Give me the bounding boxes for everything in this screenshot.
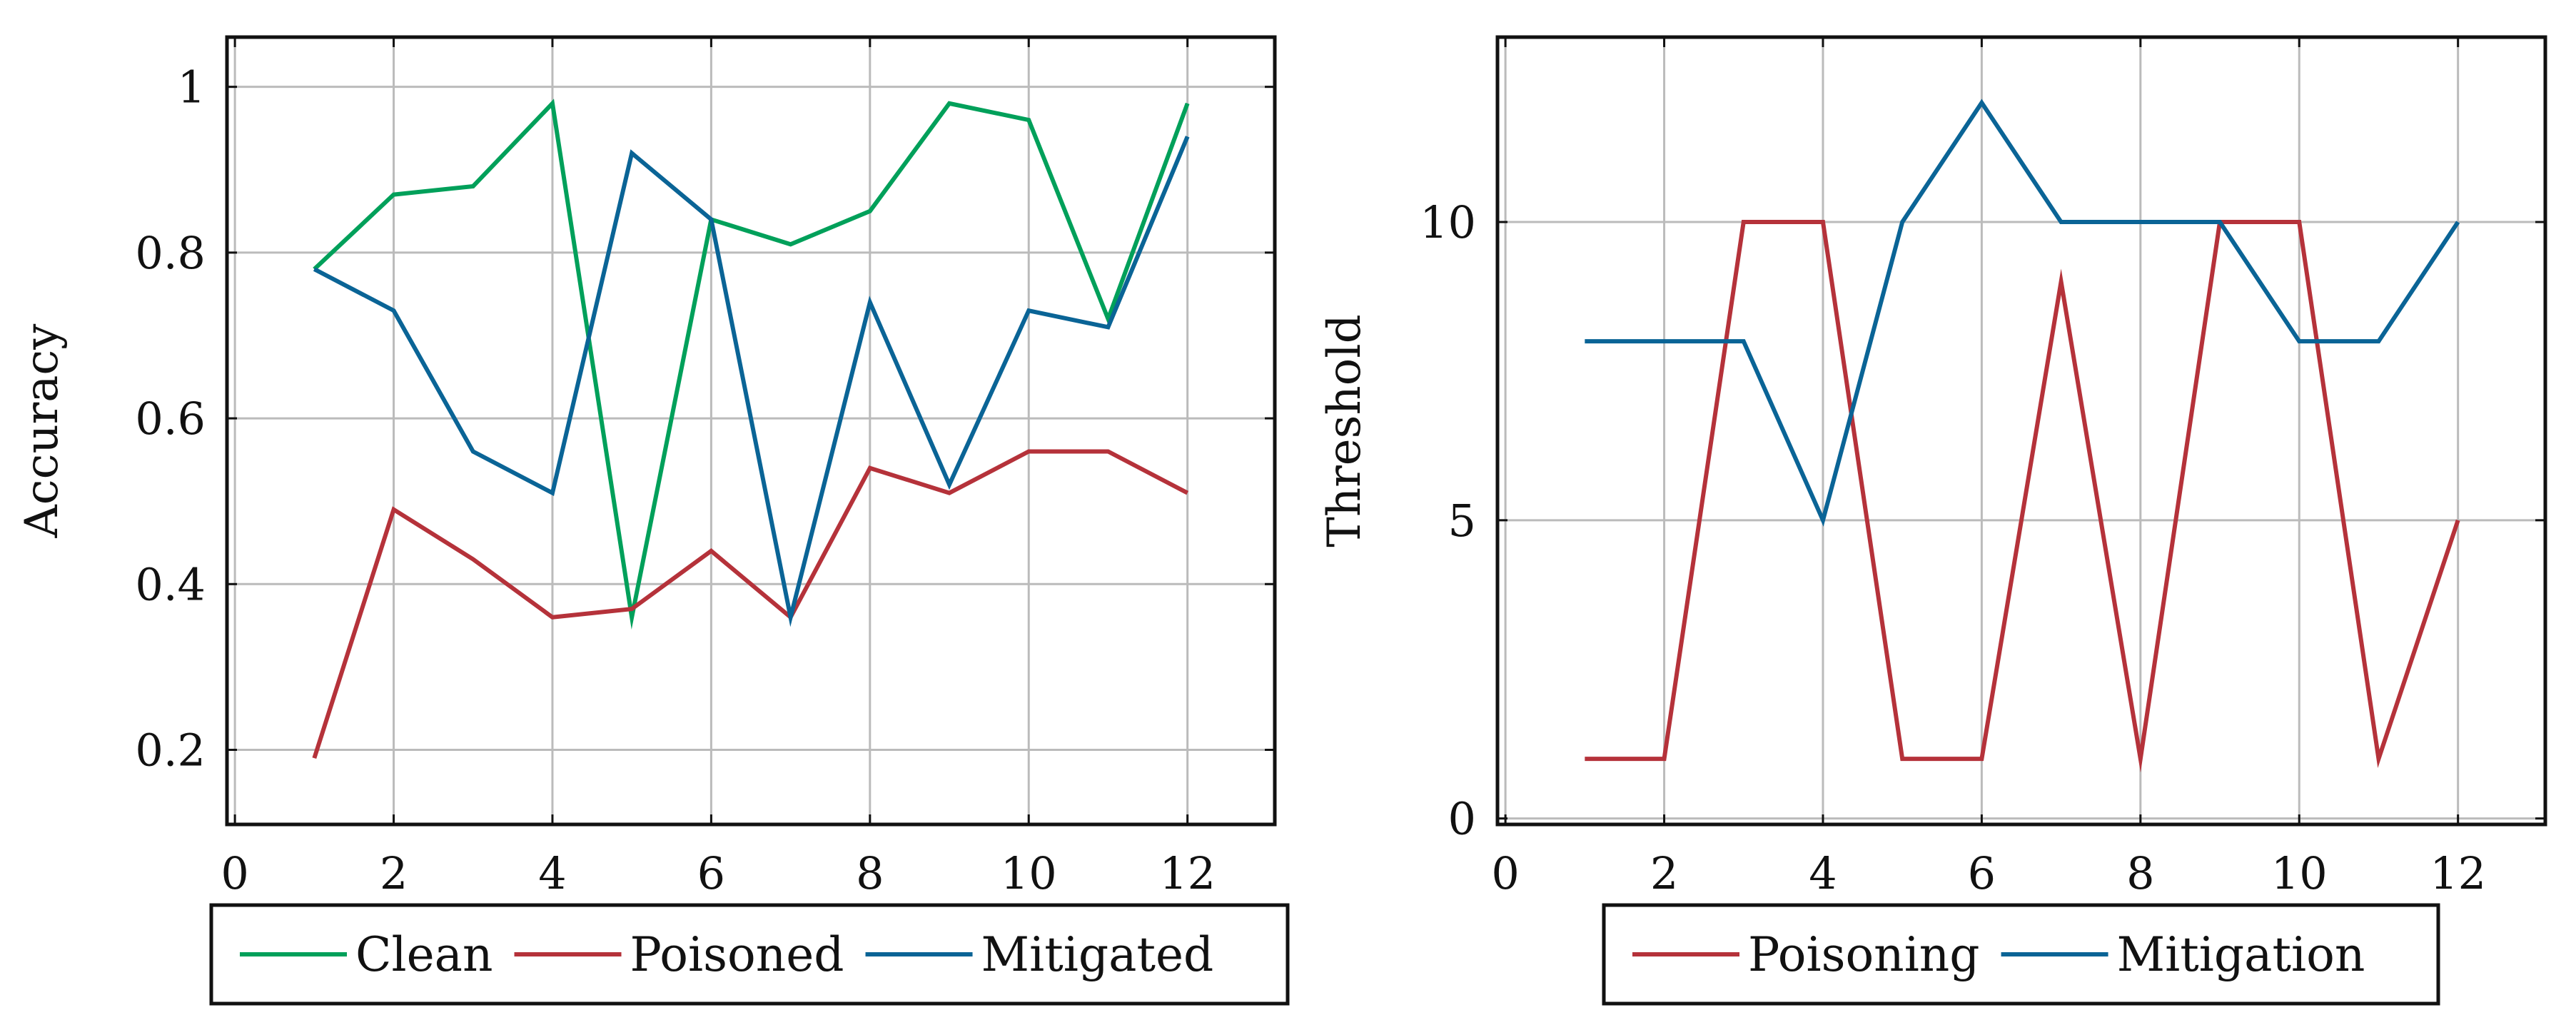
y-tick-label: 0.6 (135, 393, 206, 445)
x-tick-label: 4 (1809, 847, 1837, 899)
x-tick-label: 4 (538, 847, 566, 899)
x-tick-label: 0 (221, 847, 248, 899)
y-axis-title: Threshold (1318, 314, 1371, 547)
x-tick-label: 6 (697, 847, 725, 899)
x-tick-label: 12 (2430, 847, 2486, 899)
legend: Clean Poisoned Mitigated (209, 903, 1290, 1006)
y-tick-label: 0 (1448, 793, 1476, 845)
accuracy-chart: 0 2 4 6 8 10 12 0.2 0.4 0.6 0.8 1 Accuracy Clean Poiso… (16, 35, 1290, 1006)
plot-frame (225, 35, 1277, 827)
x-tick-label: 10 (1001, 847, 1057, 899)
x-tick-label: 8 (856, 847, 884, 899)
threshold-chart: 0 2 4 6 8 10 12 0 5 10 Threshold Poisoning Mitigatio… (1318, 35, 2547, 1006)
x-tick-label: 10 (2271, 847, 2328, 899)
legend-label-poisoning: Poisoning (1748, 927, 1980, 982)
y-tick-label: 5 (1448, 495, 1476, 547)
series-line-mitigated (313, 136, 1190, 627)
y-tick-label: 1 (178, 61, 206, 113)
x-tick-label: 2 (380, 847, 408, 899)
y-tick-label: 0.2 (135, 724, 206, 777)
series-line-poisoned (312, 449, 1189, 759)
x-tick-label: 12 (1159, 847, 1216, 899)
x-tick-label: 6 (1968, 847, 1996, 899)
y-tick-label: 0.8 (135, 227, 206, 279)
series-line-clean (313, 99, 1190, 630)
legend-label-poisoned: Poisoned (630, 927, 844, 982)
legend-label-mitigated: Mitigated (981, 927, 1214, 982)
series-line-mitigation (1585, 99, 2460, 527)
legend-box (209, 903, 1290, 1006)
y-axis-title: Accuracy (16, 324, 69, 539)
legend-label-clean: Clean (355, 927, 493, 982)
x-tick-label: 2 (1650, 847, 1678, 899)
legend: Poisoning Mitigation (1602, 903, 2440, 1006)
x-tick-label: 8 (2126, 847, 2154, 899)
y-tick-label: 0.4 (135, 558, 206, 610)
plot-frame (1495, 35, 2547, 827)
legend-label-mitigation: Mitigation (2117, 927, 2365, 982)
y-tick-label: 10 (1420, 196, 1476, 248)
series-line-poisoning (1585, 220, 2460, 773)
x-tick-label: 0 (1491, 847, 1519, 899)
